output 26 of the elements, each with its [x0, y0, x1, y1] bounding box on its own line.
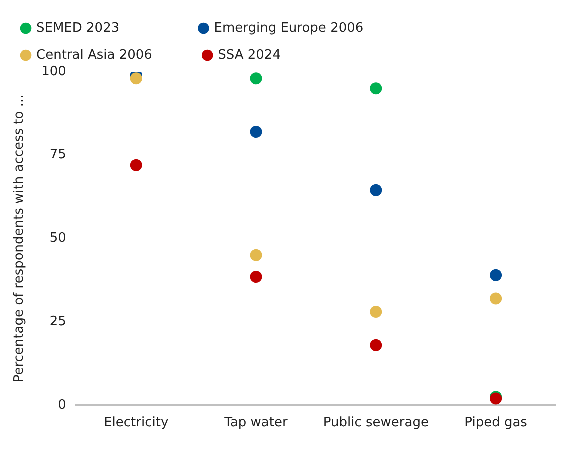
legend-label: Emerging Europe 2006 — [214, 20, 388, 36]
legend-label: SSA 2024 — [218, 48, 356, 63]
point — [370, 339, 382, 352]
point — [370, 184, 382, 196]
y-tick-label: 50 — [50, 231, 66, 246]
y-tick-label: 75 — [50, 148, 66, 163]
x-tick-label: Tap water — [224, 416, 288, 431]
y-tick-label: 100 — [42, 64, 66, 80]
point — [250, 126, 262, 138]
point — [490, 292, 502, 305]
point — [130, 159, 142, 172]
y-axis-title: Percentage of respondents with access to ... — [12, 94, 28, 383]
legend-label: SEMED 2023 — [36, 20, 186, 36]
x-tick-label: Public sewerage — [323, 416, 429, 431]
point — [250, 249, 262, 262]
point — [370, 82, 382, 95]
y-tick-label: 25 — [50, 314, 66, 330]
y-tick-label: 0 — [58, 398, 66, 413]
point — [130, 72, 142, 85]
point — [250, 72, 262, 85]
x-tick-label: Electricity — [104, 416, 169, 431]
x-tick-label: Piped gas — [464, 416, 528, 431]
legend-label: Central Asia 2006 — [36, 48, 190, 63]
point — [370, 306, 382, 318]
point — [490, 269, 502, 282]
point — [250, 271, 262, 284]
